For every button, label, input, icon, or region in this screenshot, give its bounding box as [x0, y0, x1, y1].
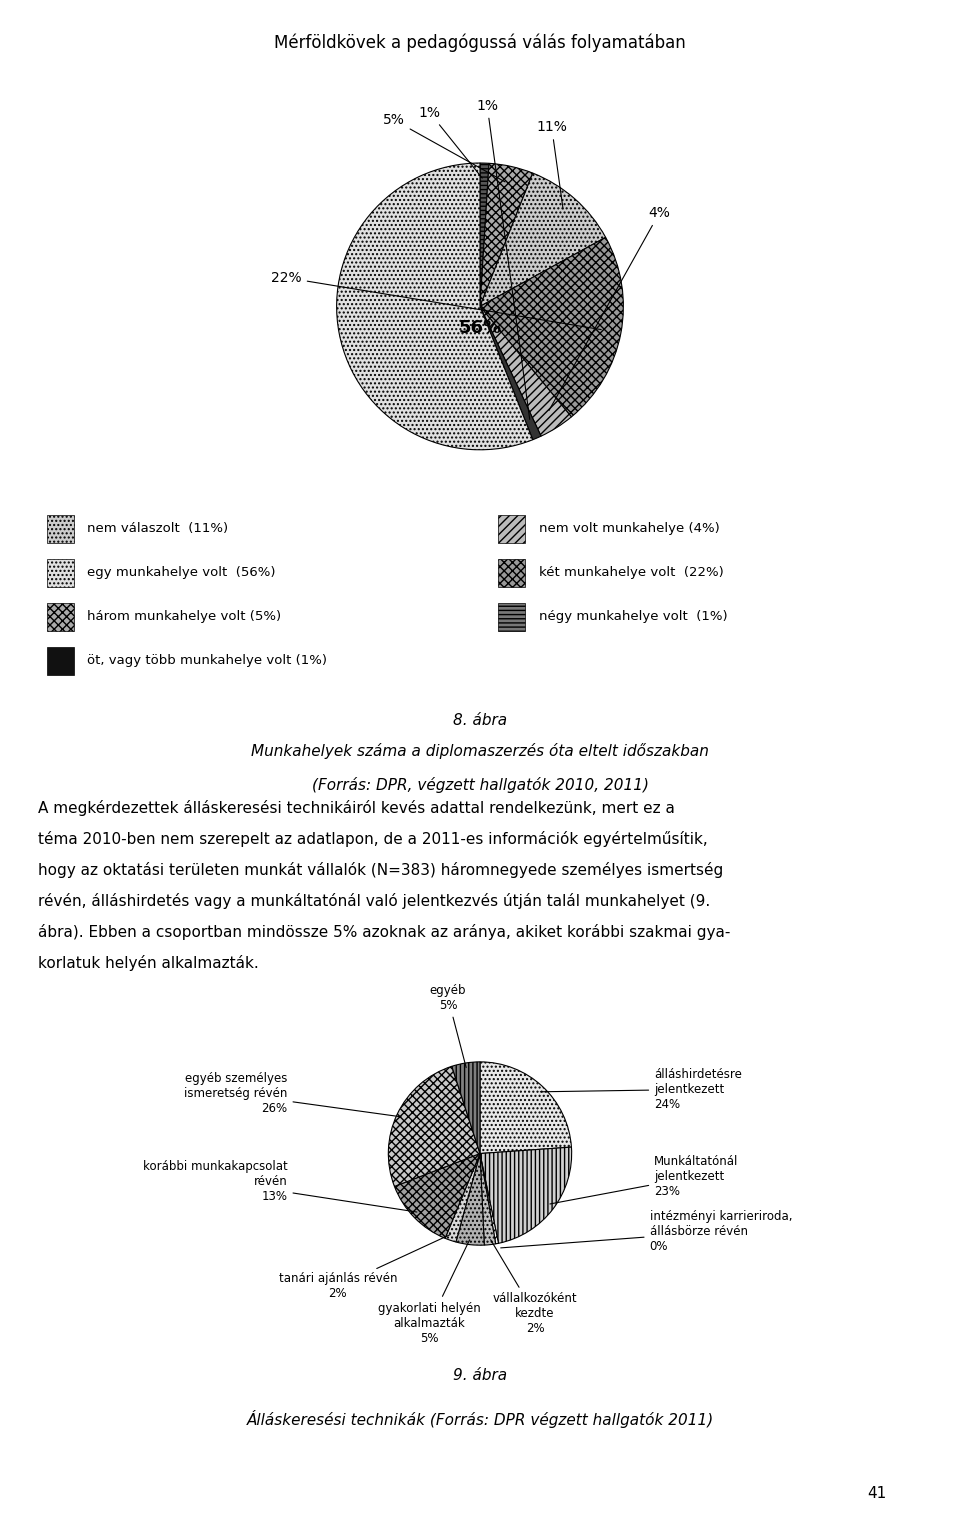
Text: 41: 41 — [867, 1486, 886, 1502]
Text: intézményi karrieriroda,
állásbörze révén
0%: intézményi karrieriroda, állásbörze révé… — [501, 1210, 792, 1254]
Text: 9. ábra: 9. ábra — [453, 1368, 507, 1383]
Wedge shape — [480, 163, 533, 306]
Wedge shape — [480, 172, 606, 306]
Wedge shape — [480, 1153, 495, 1246]
Wedge shape — [389, 1066, 480, 1186]
Text: nem válaszolt  (11%): nem válaszolt (11%) — [87, 522, 228, 536]
Wedge shape — [480, 1153, 498, 1244]
Text: nem volt munkahelye (4%): nem volt munkahelye (4%) — [539, 522, 719, 536]
Text: tanári ajánlás révén
2%: tanári ajánlás révén 2% — [278, 1235, 450, 1300]
Wedge shape — [480, 306, 541, 440]
Wedge shape — [480, 1063, 571, 1153]
Text: négy munkahelye volt  (1%): négy munkahelye volt (1%) — [539, 610, 728, 624]
Text: két munkahelye volt  (22%): két munkahelye volt (22%) — [539, 567, 724, 579]
Text: egyéb személyes
ismeretség révén
26%: egyéb személyes ismeretség révén 26% — [184, 1072, 401, 1116]
Text: 8. ábra: 8. ábra — [453, 713, 507, 728]
Wedge shape — [452, 1063, 480, 1153]
Text: korlatuk helyén alkalmazták.: korlatuk helyén alkalmazták. — [38, 955, 259, 970]
Text: téma 2010-ben nem szerepelt az adatlapon, de a 2011-es információk egyértelműsít: téma 2010-ben nem szerepelt az adatlapon… — [38, 832, 708, 847]
Text: gyakorlati helyén
alkalmazták
5%: gyakorlati helyén alkalmazták 5% — [378, 1240, 481, 1344]
Text: 22%: 22% — [271, 271, 601, 330]
FancyBboxPatch shape — [498, 602, 525, 631]
Text: három munkahelye volt (5%): három munkahelye volt (5%) — [87, 610, 281, 624]
Text: Munkahelyek száma a diplomaszerzés óta eltelt időszakban: Munkahelyek száma a diplomaszerzés óta e… — [252, 742, 708, 759]
Wedge shape — [480, 1147, 571, 1243]
Text: álláshirdetésre
jelentkezett
24%: álláshirdetésre jelentkezett 24% — [540, 1067, 742, 1110]
FancyBboxPatch shape — [47, 514, 74, 542]
Wedge shape — [337, 163, 533, 450]
Text: korábbi munkakapcsolat
révén
13%: korábbi munkakapcsolat révén 13% — [143, 1160, 417, 1212]
FancyBboxPatch shape — [498, 559, 525, 587]
Text: ábra). Ebben a csoportban mindössze 5% azoknak az aránya, akiket korábbi szakmai: ábra). Ebben a csoportban mindössze 5% a… — [38, 924, 731, 939]
Wedge shape — [395, 1153, 480, 1238]
Wedge shape — [480, 237, 623, 417]
FancyBboxPatch shape — [47, 647, 74, 675]
FancyBboxPatch shape — [47, 559, 74, 587]
Wedge shape — [480, 163, 489, 306]
FancyBboxPatch shape — [498, 514, 525, 542]
Text: Mérföldkövek a pedagógussá válás folyamatában: Mérföldkövek a pedagógussá válás folyama… — [275, 32, 685, 52]
Text: hogy az oktatási területen munkát vállalók (N=383) háromnegyede személyes ismert: hogy az oktatási területen munkát vállal… — [38, 862, 724, 878]
Text: A megkérdezettek álláskeresési technikáiról kevés adattal rendelkezünk, mert ez : A megkérdezettek álláskeresési technikái… — [38, 801, 675, 816]
Text: Álláskeresési technikák (Forrás: DPR végzett hallgatók 2011): Álláskeresési technikák (Forrás: DPR vég… — [247, 1411, 713, 1428]
Text: 56%: 56% — [459, 319, 501, 337]
Text: (Forrás: DPR, végzett hallgatók 2010, 2011): (Forrás: DPR, végzett hallgatók 2010, 20… — [311, 776, 649, 793]
Text: vállalkozóként
kezdte
2%: vállalkozóként kezdte 2% — [491, 1240, 577, 1335]
Text: Munkáltatónál
jelentkezett
23%: Munkáltatónál jelentkezett 23% — [550, 1155, 738, 1204]
Wedge shape — [480, 306, 571, 436]
FancyBboxPatch shape — [47, 602, 74, 631]
Text: révén, álláshirdetés vagy a munkáltatónál való jelentkezvés útján talál munkahel: révén, álláshirdetés vagy a munkáltatóná… — [38, 893, 710, 909]
Wedge shape — [456, 1153, 484, 1246]
Text: 11%: 11% — [537, 120, 567, 209]
Text: 1%: 1% — [419, 106, 482, 179]
Text: 1%: 1% — [476, 99, 530, 419]
Text: egyéb
5%: egyéb 5% — [430, 984, 467, 1067]
Text: 4%: 4% — [549, 206, 670, 411]
Text: egy munkahelye volt  (56%): egy munkahelye volt (56%) — [87, 567, 276, 579]
Text: 5%: 5% — [383, 112, 505, 182]
Wedge shape — [445, 1153, 480, 1241]
Text: öt, vagy több munkahelye volt (1%): öt, vagy több munkahelye volt (1%) — [87, 654, 327, 667]
